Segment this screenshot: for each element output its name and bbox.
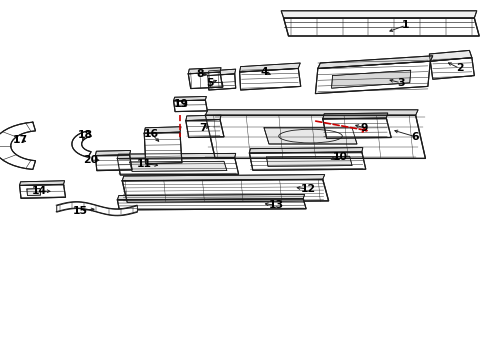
Polygon shape — [317, 56, 432, 68]
Polygon shape — [264, 128, 356, 144]
Text: 17: 17 — [13, 135, 28, 145]
Polygon shape — [122, 175, 324, 181]
Polygon shape — [239, 63, 300, 72]
Polygon shape — [205, 110, 417, 115]
Polygon shape — [281, 11, 476, 18]
Polygon shape — [27, 189, 41, 195]
Polygon shape — [95, 150, 130, 156]
Polygon shape — [20, 184, 65, 198]
Text: 19: 19 — [173, 99, 188, 109]
Text: 2: 2 — [455, 63, 463, 73]
Polygon shape — [322, 118, 390, 138]
Text: 15: 15 — [73, 206, 88, 216]
Polygon shape — [0, 122, 36, 170]
Polygon shape — [95, 155, 132, 171]
Text: 8: 8 — [196, 69, 204, 79]
Polygon shape — [144, 127, 181, 133]
Polygon shape — [177, 101, 186, 107]
Text: 3: 3 — [396, 78, 404, 88]
Polygon shape — [188, 72, 222, 89]
Text: 13: 13 — [268, 200, 283, 210]
Polygon shape — [117, 199, 305, 210]
Polygon shape — [331, 70, 410, 88]
Text: 18: 18 — [78, 130, 93, 140]
Polygon shape — [266, 156, 351, 166]
Text: 12: 12 — [300, 184, 315, 194]
Text: 9: 9 — [360, 123, 367, 133]
Polygon shape — [210, 82, 223, 88]
Polygon shape — [20, 181, 64, 185]
Polygon shape — [322, 113, 387, 119]
Text: 1: 1 — [401, 20, 409, 30]
Polygon shape — [185, 120, 224, 138]
Polygon shape — [428, 50, 471, 61]
Polygon shape — [122, 179, 328, 202]
Polygon shape — [239, 68, 300, 90]
Polygon shape — [188, 68, 221, 74]
Polygon shape — [129, 161, 226, 171]
Text: 7: 7 — [199, 123, 206, 133]
Polygon shape — [283, 18, 478, 36]
Polygon shape — [117, 194, 304, 200]
Polygon shape — [205, 115, 425, 158]
Text: 20: 20 — [83, 155, 98, 165]
Polygon shape — [117, 153, 235, 158]
Polygon shape — [429, 58, 473, 79]
Polygon shape — [72, 131, 91, 157]
Text: 5: 5 — [206, 78, 214, 88]
Text: 11: 11 — [137, 159, 151, 169]
Polygon shape — [249, 152, 365, 170]
Polygon shape — [173, 96, 206, 101]
Polygon shape — [207, 69, 235, 76]
Polygon shape — [185, 115, 221, 121]
Polygon shape — [315, 61, 429, 94]
Polygon shape — [173, 100, 207, 112]
Polygon shape — [207, 74, 235, 90]
Text: 4: 4 — [260, 67, 267, 77]
Polygon shape — [144, 132, 182, 164]
Text: 14: 14 — [32, 186, 46, 196]
Text: 10: 10 — [332, 152, 346, 162]
Polygon shape — [249, 148, 362, 153]
Polygon shape — [117, 158, 238, 175]
Text: 16: 16 — [144, 129, 159, 139]
Text: 6: 6 — [411, 132, 419, 142]
